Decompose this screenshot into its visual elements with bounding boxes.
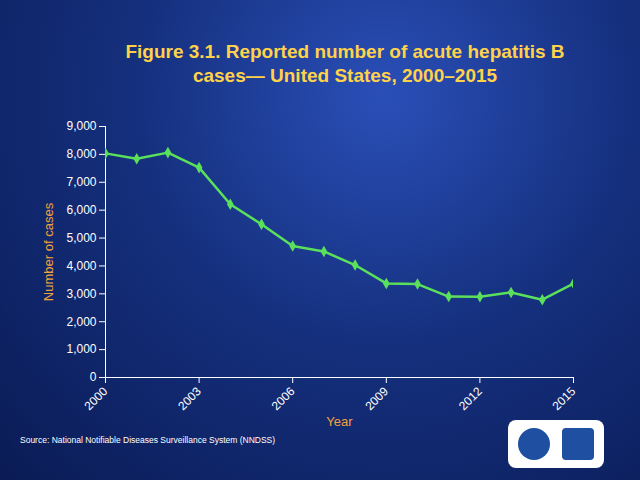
svg-text:2003: 2003 — [175, 384, 204, 413]
svg-text:8,000: 8,000 — [66, 147, 96, 161]
svg-text:Number of cases: Number of cases — [41, 202, 56, 301]
svg-text:5,000: 5,000 — [66, 231, 96, 245]
svg-text:7,000: 7,000 — [66, 175, 96, 189]
svg-text:1,000: 1,000 — [66, 342, 96, 356]
svg-text:2015: 2015 — [550, 384, 579, 413]
svg-text:2000: 2000 — [82, 384, 111, 413]
svg-text:2009: 2009 — [362, 384, 391, 413]
svg-text:Year: Year — [326, 414, 353, 429]
html-text:Figure 3.1. Reported number of: Figure 3.1. Reported number of acute hep… — [125, 41, 565, 86]
svg-text:2006: 2006 — [269, 384, 298, 413]
html-text:Source: National Notifiable Di: Source: National Notifiable Diseases Sur… — [20, 435, 276, 445]
svg-text:0: 0 — [90, 370, 97, 384]
svg-text:9,000: 9,000 — [66, 119, 96, 133]
svg-text:6,000: 6,000 — [66, 203, 96, 217]
svg-text:3,000: 3,000 — [66, 287, 96, 301]
svg-text:2,000: 2,000 — [66, 315, 96, 329]
svg-text:2012: 2012 — [456, 384, 485, 413]
svg-text:4,000: 4,000 — [66, 259, 96, 273]
